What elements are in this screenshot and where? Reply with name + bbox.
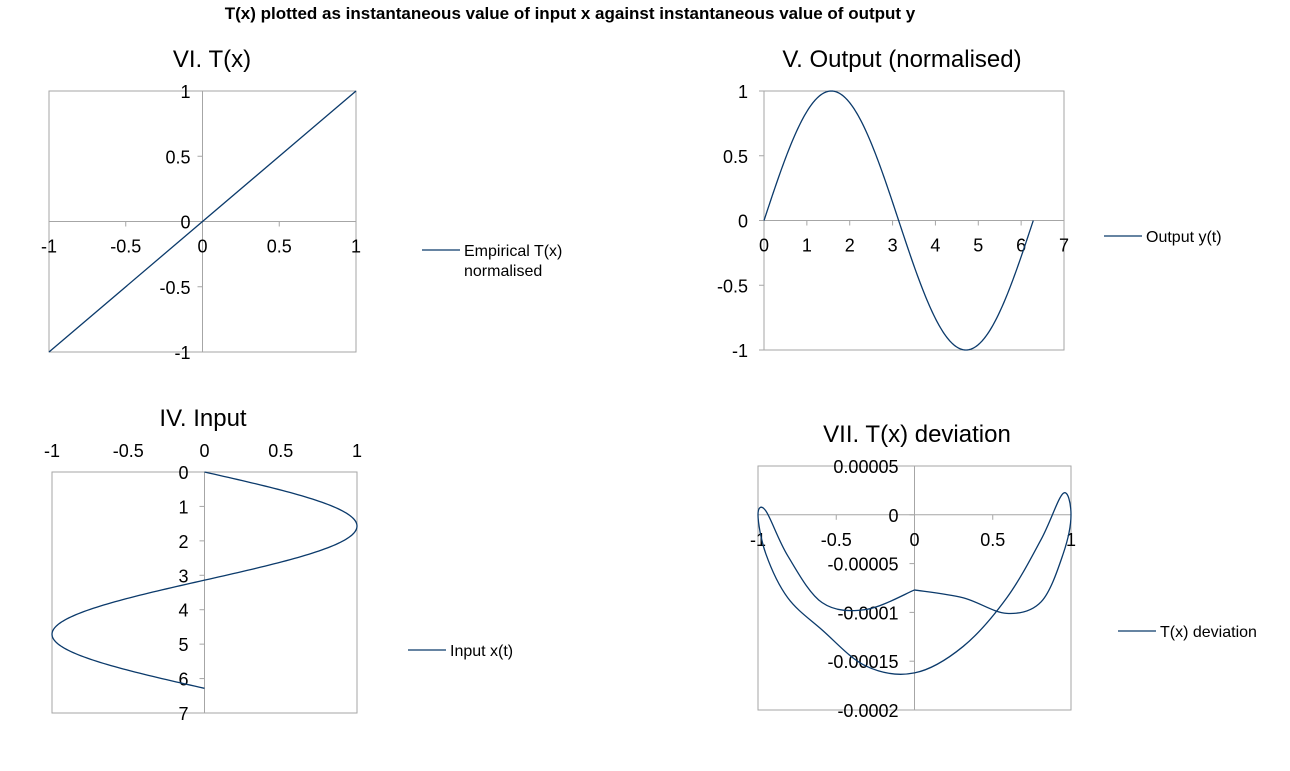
y-tick-label: 0.5 [723,147,748,167]
y-tick-label: 0 [738,212,748,232]
y-tick-label: -1 [732,341,748,361]
chart-title: IV. Input [159,405,247,432]
x-tick-label: 5 [973,236,983,256]
y-tick-label: 5 [178,635,188,655]
y-tick-label: 4 [178,601,188,621]
y-tick-label: 1 [738,82,748,102]
y-tick-label: -0.5 [159,278,190,298]
y-tick-label: -0.00015 [827,652,898,672]
x-tick-label: -1 [750,530,766,550]
y-tick-label: -1 [174,343,190,363]
x-tick-label: 0 [197,237,207,257]
y-tick-label: -0.0002 [837,701,898,721]
y-tick-label: 6 [178,670,188,690]
legend-label: Output y(t) [1146,229,1222,246]
y-tick-label: 0.00005 [833,457,898,477]
chart-input: IV. Input -1 -0.5 0 0.5 1 0 1 2 3 4 5 6 7 Input x(t) [44,405,513,724]
y-tick-label: 3 [178,566,188,586]
x-tick-label: 4 [930,236,940,256]
legend-label: T(x) deviation [1160,624,1257,641]
x-tick-label: -0.5 [110,237,141,257]
series-line [51,471,358,689]
x-tick-label: 1 [352,441,362,461]
y-tick-label: 0 [178,463,188,483]
x-tick-label: -0.5 [821,530,852,550]
chart-title: VI. T(x) [173,46,251,73]
x-tick-label: 0 [759,236,769,256]
y-tick-label: 0.5 [165,147,190,167]
x-tick-label: 1 [351,237,361,257]
y-tick-label: -0.5 [717,276,748,296]
x-tick-label: 0.5 [267,237,292,257]
x-tick-label: 7 [1059,236,1069,256]
y-tick-label: 0 [888,506,898,526]
x-tick-label: 0.5 [980,530,1005,550]
chart-tx: VI. T(x) -1 -0.5 0 0.5 1 1 0.5 0 -0.5 -1 Empirical … [41,46,562,363]
series-line [48,90,357,353]
y-tick-label: 1 [180,82,190,102]
x-tick-label: 3 [888,236,898,256]
chart-output: V. Output (normalised) 0 1 2 3 4 5 6 7 1 0.5 0 -0.5 -… [717,46,1222,361]
main-title: T(x) plotted as instantaneous value of i… [224,4,916,23]
legend-label: normalised [464,263,542,280]
chart-title: VII. T(x) deviation [823,421,1011,448]
series-line [763,90,1034,351]
chart-deviation: VII. T(x) deviation -1 -0.5 0 0.5 1 0.00005 0 -0… [750,421,1257,721]
y-tick-label: -0.00005 [827,555,898,575]
x-tick-label: -0.5 [113,441,144,461]
x-tick-label: -1 [44,441,60,461]
x-tick-label: 1 [1066,530,1076,550]
legend-label: Input x(t) [450,643,513,660]
x-tick-label: 1 [802,236,812,256]
x-tick-label: 0.5 [268,441,293,461]
x-tick-label: 2 [845,236,855,256]
x-tick-label: 0 [199,441,209,461]
x-tick-label: 0 [909,530,919,550]
y-tick-label: -0.0001 [837,603,898,623]
x-tick-label: -1 [41,237,57,257]
y-tick-label: 0 [180,213,190,233]
x-tick-label: 6 [1016,236,1026,256]
chart-title: V. Output (normalised) [782,46,1021,73]
y-tick-label: 1 [178,497,188,517]
series-line [757,492,1072,675]
y-tick-label: 7 [178,704,188,724]
y-tick-label: 2 [178,532,188,552]
legend-label: Empirical T(x) [464,243,562,260]
